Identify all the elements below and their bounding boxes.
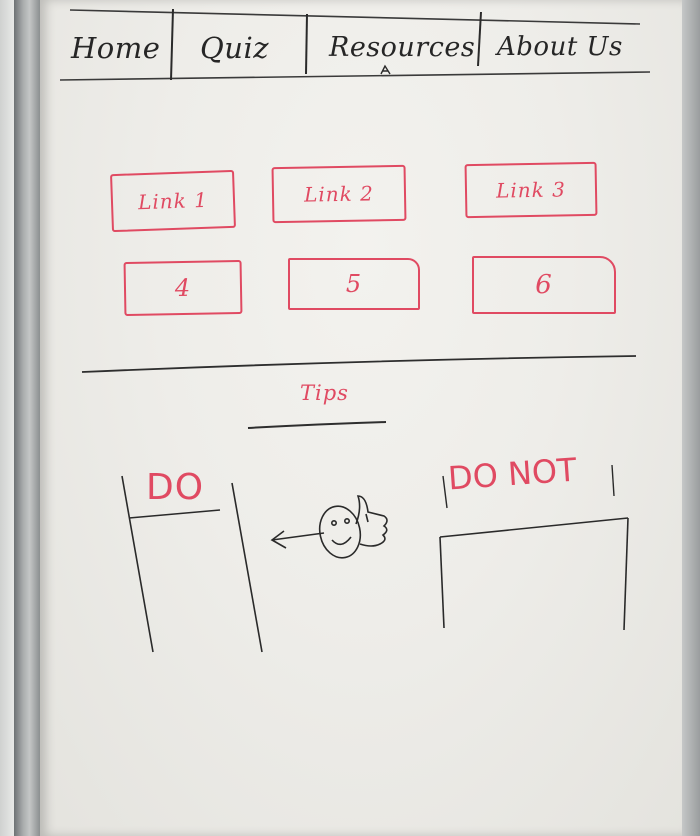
whiteboard-frame-right [682,0,700,836]
link-1-button[interactable]: Link 1 [110,169,236,233]
nav-divider-1 [170,8,174,81]
link-2-button[interactable]: Link 2 [271,164,407,224]
section-divider [81,355,637,373]
link-6-button[interactable]: 6 [472,256,616,314]
tips-heading: Tips [300,381,349,405]
nav-resources[interactable]: Resources [329,32,476,63]
tips-underline [247,421,387,429]
nav-bar-top-line [69,9,641,25]
nav-divider-2 [305,13,308,75]
do-column-left [121,475,154,653]
thumbs-up-face-icon [318,495,388,559]
wall-strip [0,0,14,836]
nav-quiz[interactable]: Quiz [200,31,270,65]
caret-mark [380,64,391,75]
whiteboard [40,0,684,836]
do-column-heading: DO [146,467,205,508]
do-not-column-heading: DO NOT [446,450,578,498]
do-not-column-top [439,517,629,538]
do-column-header-line [128,509,221,519]
do-not-column-right [623,517,629,631]
nav-divider-3 [477,11,482,67]
whiteboard-frame-left [14,0,40,836]
link-5-button[interactable]: 5 [288,258,420,310]
nav-bar-bottom-line [59,71,651,81]
link-3-button[interactable]: Link 3 [464,161,598,219]
arrow-left-icon [270,530,325,549]
do-not-column-left [439,536,445,629]
nav-home[interactable]: Home [71,31,161,65]
do-column-right [231,482,263,653]
link-4-button[interactable]: 4 [123,259,243,317]
do-not-tick-right [611,464,615,497]
do-not-tick-left [442,475,448,509]
nav-about-us[interactable]: About Us [497,32,623,62]
